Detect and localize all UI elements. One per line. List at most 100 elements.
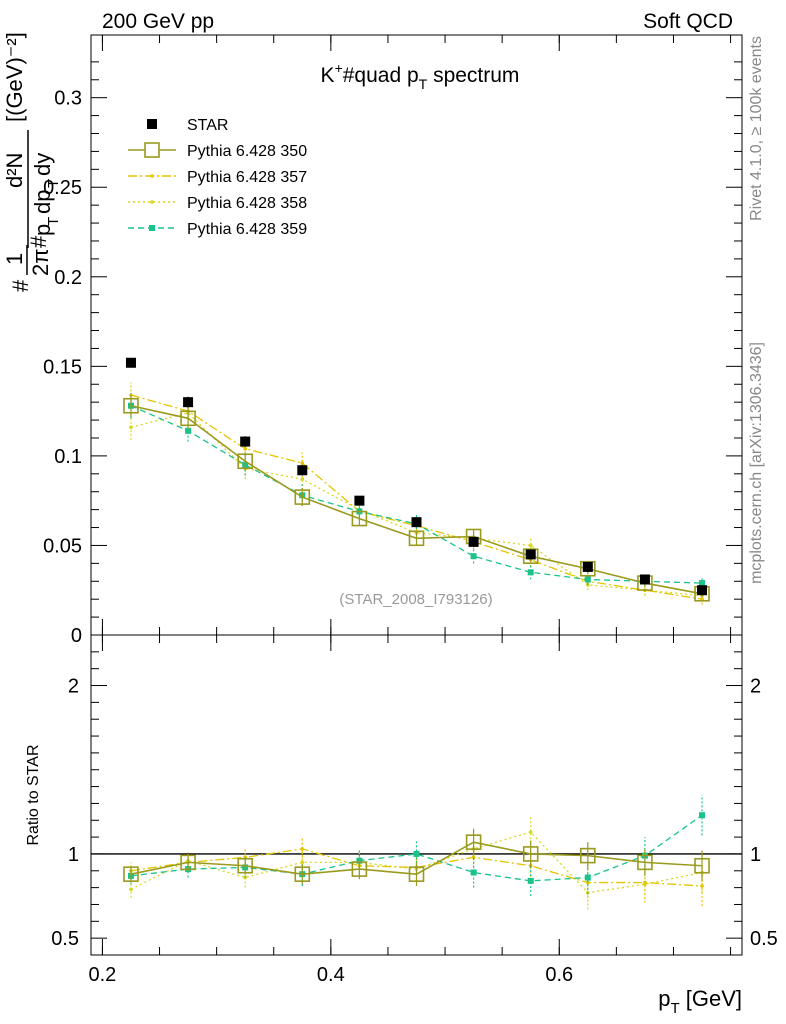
point-p350 bbox=[351, 510, 368, 527]
ratio-ytick-label: 2 bbox=[68, 676, 79, 698]
point-p359 bbox=[584, 576, 591, 583]
ratio-point-p359 bbox=[699, 812, 706, 819]
ratio-point-p350 bbox=[408, 866, 425, 882]
legend-label: STAR bbox=[187, 117, 228, 134]
legend-marker bbox=[150, 200, 154, 204]
watermark: (STAR_2008_I793126) bbox=[339, 591, 492, 608]
main-ytick-label: 0.25 bbox=[43, 177, 82, 199]
point-p357 bbox=[300, 461, 305, 465]
legend-label: Pythia 6.428 350 bbox=[187, 143, 307, 160]
point-p350 bbox=[294, 489, 311, 505]
ratio-point-p357 bbox=[700, 884, 704, 888]
ratio-point-p350 bbox=[465, 834, 482, 850]
mcplots-label: mcplots.cern.ch [arXiv:1306.3436] bbox=[748, 342, 765, 584]
legend-item-p350: Pythia 6.428 350 bbox=[128, 142, 307, 160]
ratio-ytick-label: 1 bbox=[68, 844, 79, 866]
point-p359 bbox=[699, 580, 706, 587]
ratio-point-p357 bbox=[300, 847, 305, 851]
ratio-point-p350 bbox=[180, 854, 196, 871]
point-star bbox=[125, 357, 136, 368]
point-star bbox=[411, 517, 422, 528]
point-star bbox=[468, 536, 479, 547]
ratio-panel: 0.5 0.5 1 1 2 2 0.2 0.4 0.6 Ratio to STAR bbox=[25, 634, 778, 986]
svg-text:[(GeV)⁻²]: [(GeV)⁻²] bbox=[2, 32, 27, 122]
point-p350 bbox=[180, 410, 196, 427]
xtick-label: 0.4 bbox=[317, 964, 345, 986]
ratio-point-p357 bbox=[471, 855, 476, 860]
ratio-ticks: 0.5 0.5 1 1 2 2 0.2 0.4 0.6 bbox=[51, 635, 778, 986]
ratio-point-p359 bbox=[470, 869, 477, 876]
point-p358 bbox=[528, 543, 533, 548]
header-right: Soft QCD bbox=[643, 10, 733, 33]
ratio-point-p350 bbox=[694, 857, 710, 874]
ratio-point-p350 bbox=[522, 846, 539, 862]
ratio-point-p350 bbox=[294, 866, 311, 882]
point-p358 bbox=[300, 477, 305, 481]
series-p350 bbox=[123, 395, 710, 602]
ratio-ytick-label-right: 2 bbox=[750, 676, 761, 698]
point-p350 bbox=[580, 560, 596, 577]
ratio-frame bbox=[90, 634, 743, 956]
main-series bbox=[123, 357, 710, 605]
point-p359 bbox=[470, 553, 477, 560]
legend-label: Pythia 6.428 357 bbox=[187, 169, 307, 186]
main-ytick-label: 0.15 bbox=[43, 356, 82, 378]
main-panel: 0 0.05 0.1 0.15 0.2 0.25 0.3 K+#quad pT spectr… bbox=[2, 32, 743, 647]
legend-label: Pythia 6.428 358 bbox=[187, 195, 307, 212]
point-star bbox=[354, 495, 365, 506]
ratio-point-p350 bbox=[351, 861, 368, 877]
legend-item-p357: Pythia 6.428 357 bbox=[128, 169, 307, 186]
ratio-point-p359 bbox=[413, 850, 420, 857]
point-star bbox=[639, 574, 650, 585]
ratio-series bbox=[91, 795, 742, 910]
rivet-label: Rivet 4.1.0, ≥ 100k events bbox=[748, 36, 765, 221]
ratio-point-p359 bbox=[527, 877, 534, 884]
main-ytick-label: 0 bbox=[71, 625, 82, 647]
svg-text:2π: 2π bbox=[28, 249, 53, 276]
ratio-ylabel: Ratio to STAR bbox=[25, 744, 42, 845]
series-line-p359 bbox=[130, 405, 703, 584]
point-star bbox=[525, 549, 536, 560]
svg-text:dp: dp bbox=[30, 190, 55, 214]
ratio-ytick-label: 0.5 bbox=[51, 928, 79, 950]
ratio-point-p350 bbox=[123, 866, 139, 882]
legend-item-p358: Pythia 6.428 358 bbox=[128, 195, 307, 212]
ratio-point-p358 bbox=[528, 830, 533, 834]
svg-text:#: # bbox=[26, 235, 51, 248]
ratio-point-p358 bbox=[129, 887, 133, 892]
ratio-point-p350 bbox=[237, 857, 253, 874]
main-ytick-label: 0.1 bbox=[54, 446, 82, 468]
ratio-line-p359 bbox=[130, 814, 703, 882]
point-p359 bbox=[527, 569, 534, 576]
point-star bbox=[297, 465, 308, 476]
point-p359 bbox=[185, 427, 192, 434]
point-p350 bbox=[408, 530, 425, 547]
ratio-point-p357 bbox=[643, 880, 647, 885]
legend-marker bbox=[150, 174, 154, 178]
point-p357 bbox=[243, 446, 247, 451]
svg-text:dy: dy bbox=[30, 153, 55, 176]
series-p358 bbox=[129, 402, 704, 601]
legend-item-p359: Pythia 6.428 359 bbox=[128, 221, 307, 238]
legend-marker bbox=[144, 142, 160, 158]
point-p358 bbox=[129, 425, 133, 430]
main-ytick-label: 0.05 bbox=[43, 535, 82, 557]
x-axis-label: pT [GeV] bbox=[658, 986, 742, 1017]
series-p359 bbox=[127, 393, 706, 589]
series-star bbox=[125, 357, 708, 596]
svg-text:T: T bbox=[45, 217, 62, 226]
legend-marker bbox=[149, 225, 155, 231]
series-line-p350 bbox=[130, 404, 703, 595]
point-star bbox=[697, 585, 708, 596]
xtick-label: 0.2 bbox=[89, 964, 117, 986]
point-p350 bbox=[237, 453, 253, 470]
ratio-series-p350 bbox=[123, 828, 710, 886]
series-p357 bbox=[129, 382, 704, 605]
ratio-ytick-label-right: 1 bbox=[750, 844, 761, 866]
xtick-label: 0.6 bbox=[545, 964, 573, 986]
point-p350 bbox=[123, 397, 139, 414]
svg-text:#: # bbox=[8, 279, 33, 292]
main-ytick-label: 0.3 bbox=[54, 88, 82, 110]
ratio-point-p357 bbox=[586, 880, 590, 885]
legend-marker bbox=[147, 119, 157, 129]
